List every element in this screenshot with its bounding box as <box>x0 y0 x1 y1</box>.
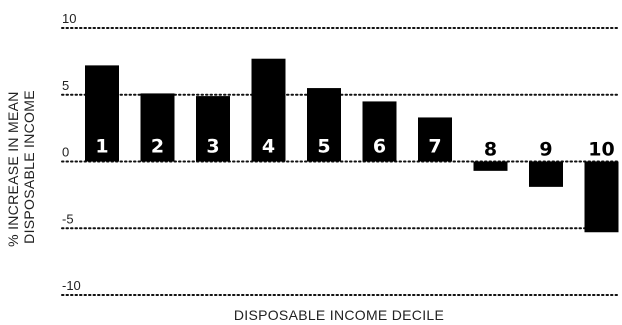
bar-8 <box>473 161 508 171</box>
y-tick-label-2: 0 <box>62 145 69 160</box>
y-tick-label-0: 10 <box>62 11 76 26</box>
y-tick-label-3: -5 <box>62 211 74 226</box>
bar-5 <box>307 88 341 162</box>
bar-label-5: 5 <box>317 136 330 158</box>
bar-3 <box>196 96 230 162</box>
bar-label-2: 2 <box>151 136 164 158</box>
y-tick-label-4: -10 <box>62 278 81 293</box>
bar-labels: 1 2 3 4 5 6 7 8 9 10 <box>95 136 614 161</box>
bar-label-9: 9 <box>539 139 552 161</box>
bar-1 <box>85 65 119 162</box>
y-axis-title-line-1: % INCREASE IN MEAN <box>5 91 21 247</box>
bar-10 <box>584 161 619 233</box>
bar-label-6: 6 <box>373 136 386 158</box>
y-axis-title: % INCREASE IN MEAN DISPOSABLE INCOME <box>5 87 37 247</box>
bar-label-3: 3 <box>206 136 219 158</box>
x-axis-title: DISPOSABLE INCOME DECILE <box>234 307 444 323</box>
bar-label-1: 1 <box>95 136 108 158</box>
bar-2 <box>140 93 175 162</box>
bar-label-10: 10 <box>588 139 614 161</box>
bars <box>85 58 619 233</box>
y-axis-title-line-2: DISPOSABLE INCOME <box>21 90 37 244</box>
bar-6 <box>362 101 397 162</box>
y-tick-labels: 10 5 0 -5 -10 <box>62 11 81 293</box>
bar-label-4: 4 <box>262 136 275 158</box>
bar-label-8: 8 <box>484 139 497 161</box>
bar-label-7: 7 <box>428 136 441 158</box>
bar-9 <box>529 161 563 187</box>
bar-7 <box>418 117 452 162</box>
bar-4 <box>251 58 286 162</box>
y-tick-label-1: 5 <box>62 78 69 93</box>
